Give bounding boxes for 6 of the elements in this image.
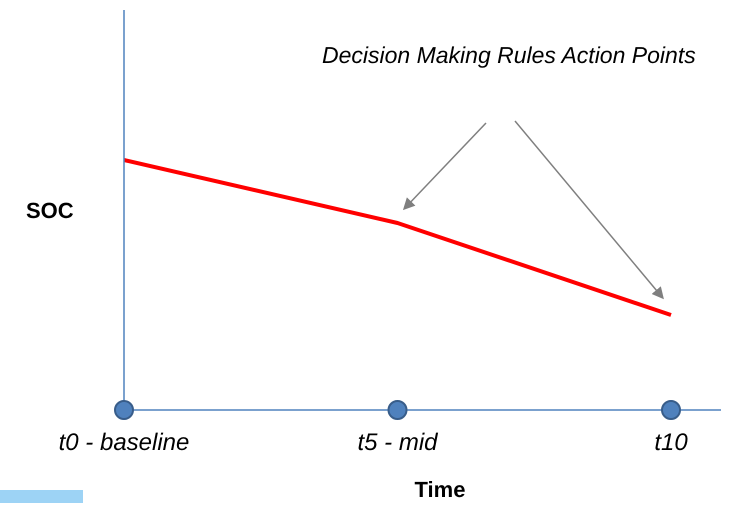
x-tick-label: t5 - mid [357,429,438,456]
text: Decision Making Rules Action Points [322,41,697,70]
x-tick-label: t0 - baseline [58,429,190,456]
x-tick-label: t10 [654,429,688,456]
x-axis-title: Time [414,477,466,503]
y-axis-title: SOC [26,198,74,223]
